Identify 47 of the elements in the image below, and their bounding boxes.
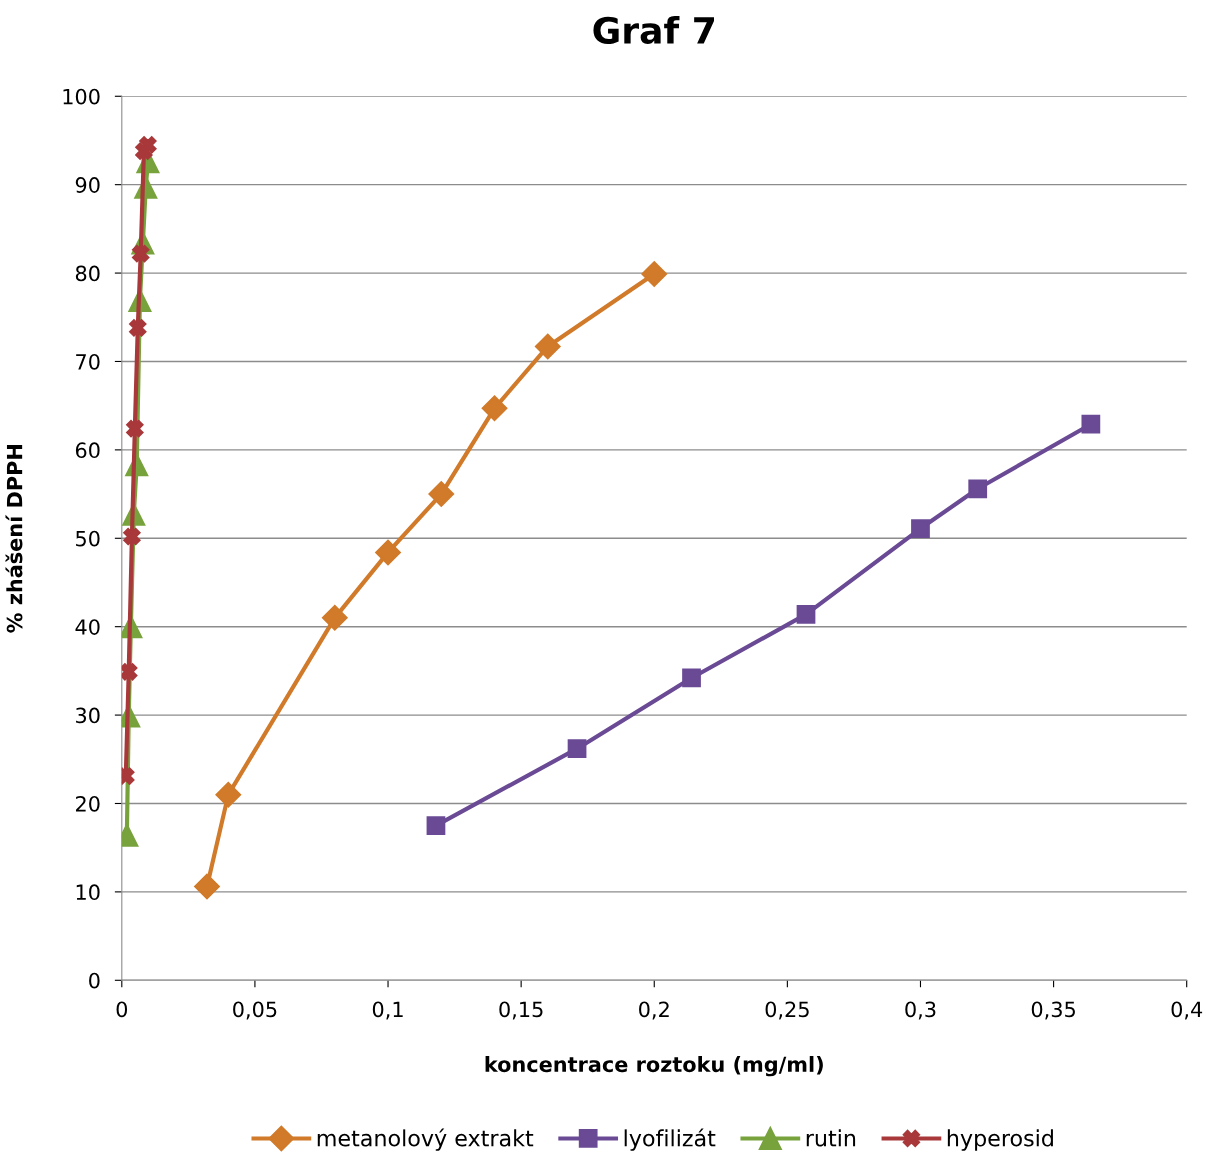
- point: [321, 605, 348, 631]
- legend-label: lyofilizát: [624, 1128, 716, 1151]
- y-tick-label: 80: [75, 265, 100, 282]
- point: [139, 136, 157, 154]
- chart-title: Graf 7: [593, 16, 714, 44]
- x-tick-label: 0,3: [905, 1001, 936, 1020]
- point: [567, 739, 587, 759]
- point: [126, 419, 144, 438]
- y-tick-label: 10: [76, 884, 100, 901]
- y-tick-label: 70: [76, 353, 100, 370]
- x-tick-label: 0,25: [765, 1001, 809, 1020]
- point: [968, 479, 988, 499]
- legend-label: hyperosid: [947, 1129, 1053, 1151]
- point: [215, 781, 242, 808]
- y-tick-label: 30: [76, 707, 100, 724]
- point: [534, 333, 561, 360]
- point: [682, 668, 701, 688]
- point: [194, 873, 220, 900]
- point: [481, 395, 508, 422]
- point: [796, 604, 816, 624]
- legend-label: metanolový extrakt: [317, 1128, 534, 1151]
- x-tick-label: 0,2: [639, 1001, 669, 1020]
- y-tick-label: 60: [75, 442, 100, 459]
- x-tick-label: 0: [116, 1001, 128, 1018]
- y-tick-label: 90: [75, 177, 100, 193]
- y-tick-label: 100: [63, 88, 100, 105]
- y-tick-label: 40: [75, 619, 100, 635]
- x-tick-label: 0,35: [1031, 1001, 1075, 1020]
- point: [121, 663, 138, 681]
- point: [428, 481, 455, 507]
- point: [911, 519, 930, 538]
- point: [123, 527, 141, 546]
- point: [641, 261, 668, 287]
- x-tick-label: 0,4: [1171, 1001, 1203, 1020]
- x-tick-label: 0,15: [499, 1001, 543, 1020]
- point: [129, 319, 147, 337]
- x-tick-label: 0,05: [233, 1001, 277, 1020]
- point: [426, 816, 446, 835]
- x-axis-title: koncentrace roztoku (mg/ml): [485, 1056, 823, 1077]
- x-tick-label: 0,1: [372, 1001, 403, 1020]
- legend-label: rutin: [806, 1129, 856, 1147]
- y-tick-label: 0: [89, 972, 100, 989]
- y-axis-title: % zhášení DPPH: [5, 445, 23, 633]
- point: [1081, 414, 1101, 434]
- point: [375, 539, 401, 566]
- y-tick-label: 20: [75, 795, 100, 812]
- y-tick-label: 50: [76, 530, 100, 547]
